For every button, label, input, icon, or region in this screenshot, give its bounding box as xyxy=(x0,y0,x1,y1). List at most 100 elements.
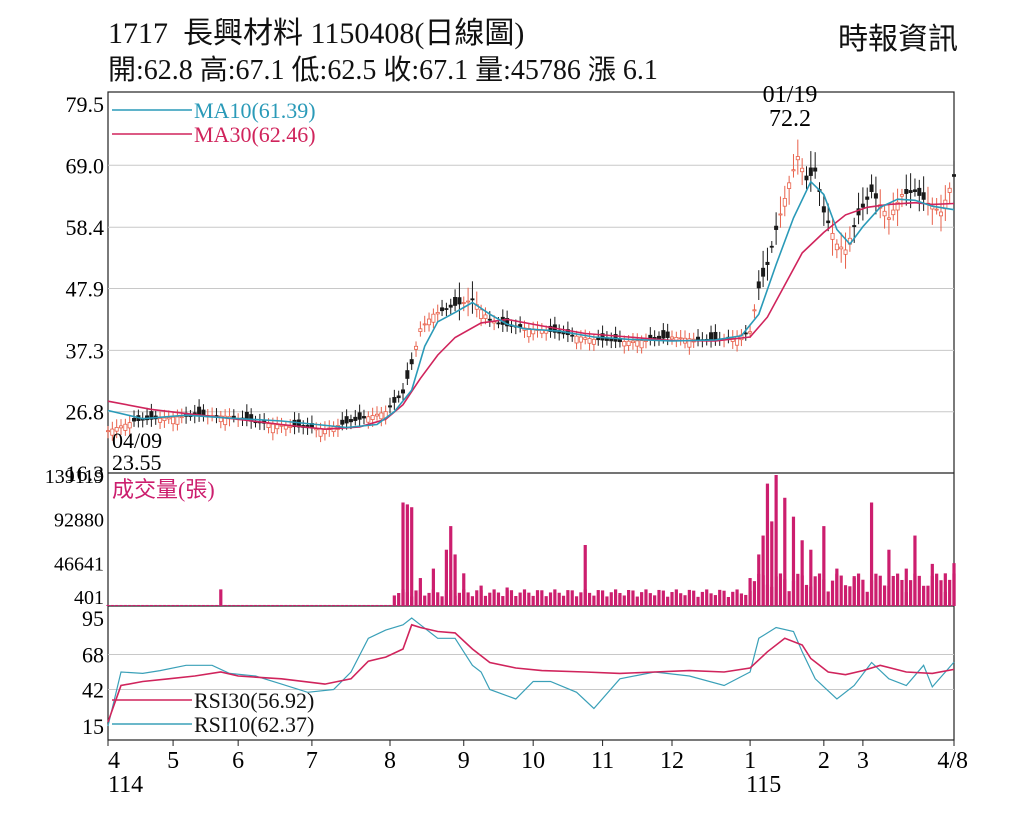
x-tick-label: 8 xyxy=(384,748,396,774)
volume-bar xyxy=(570,590,574,606)
candle-body xyxy=(574,335,579,344)
candle-body xyxy=(947,187,952,193)
candle-body xyxy=(904,189,909,194)
volume-bar xyxy=(262,604,266,606)
candle-body xyxy=(752,309,757,312)
volume-bar xyxy=(878,575,882,606)
volume-bar xyxy=(154,604,158,606)
candle-body xyxy=(453,297,458,306)
candle-body xyxy=(839,246,844,250)
candle-body xyxy=(392,397,397,403)
volume-bar xyxy=(926,585,930,606)
volume-bar xyxy=(353,604,357,606)
volume-bar xyxy=(761,535,765,606)
volume-bar xyxy=(418,578,422,606)
volume-bar xyxy=(670,592,674,606)
candle-body xyxy=(761,267,766,277)
volume-bar xyxy=(349,604,353,606)
volume-bar xyxy=(297,604,301,606)
volume-bar xyxy=(253,604,258,606)
volume-bar xyxy=(748,578,752,606)
candle-body xyxy=(622,341,627,347)
candle-body xyxy=(756,281,761,289)
x-tick-label: 4 xyxy=(108,748,120,774)
price-tick-label: 79.5 xyxy=(66,92,105,117)
candle-body xyxy=(461,302,466,304)
volume-bar xyxy=(882,585,887,606)
candle-body xyxy=(218,415,223,423)
volume-bar xyxy=(535,590,540,606)
volume-bar xyxy=(171,604,175,606)
volume-bar xyxy=(904,568,908,606)
volume-bar xyxy=(414,590,418,606)
volume-bar xyxy=(817,573,822,606)
candle-body xyxy=(353,416,358,421)
volume-bar xyxy=(249,604,253,606)
volume-bar xyxy=(427,592,431,606)
x-tick-label: 6 xyxy=(232,748,244,774)
candle-body xyxy=(934,208,939,211)
price-tick-label: 16.3 xyxy=(66,461,105,486)
volume-bar xyxy=(258,604,262,606)
candle-body xyxy=(470,298,475,301)
volume-bar xyxy=(583,544,587,606)
legend-label-rsi10: RSI10(62.37) xyxy=(194,712,314,737)
volume-bar xyxy=(757,554,761,606)
volume-bar xyxy=(475,590,479,606)
candle-body xyxy=(630,340,635,344)
volume-bar xyxy=(227,604,232,606)
volume-bar xyxy=(726,596,730,606)
candle-body xyxy=(912,189,917,192)
volume-bar xyxy=(887,549,891,606)
volume-bar xyxy=(479,585,483,606)
rsi-tick-label: 95 xyxy=(82,606,104,631)
candle-body xyxy=(171,416,176,425)
candle-body xyxy=(361,416,366,419)
volume-bar xyxy=(292,604,297,606)
volume-bar xyxy=(514,595,518,606)
volume-bar xyxy=(661,590,665,606)
volume-bar xyxy=(713,595,717,606)
volume-bar xyxy=(527,592,531,606)
candle-body xyxy=(882,210,887,217)
volume-bar xyxy=(679,593,683,606)
candle-body xyxy=(288,425,293,428)
candle-body xyxy=(496,322,501,325)
volume-bar xyxy=(405,504,409,606)
volume-bar xyxy=(705,589,709,606)
volume-bar xyxy=(366,604,370,606)
candle-body xyxy=(952,174,957,177)
candle-body xyxy=(318,428,323,437)
candle-body xyxy=(487,318,492,321)
low-date-label: 04/09 xyxy=(112,428,162,453)
volume-bar xyxy=(939,580,943,606)
price-tick-label: 47.9 xyxy=(66,277,105,302)
candle-body xyxy=(179,416,184,419)
rsi-tick-label: 68 xyxy=(82,642,104,667)
volume-tick-label: 401 xyxy=(74,587,104,609)
candle-body xyxy=(917,187,922,196)
candle-body xyxy=(431,313,436,323)
peak-value-label: 72.2 xyxy=(769,106,811,132)
candle-body xyxy=(748,331,753,334)
volume-bar xyxy=(896,573,900,606)
candle-body xyxy=(782,197,787,207)
volume-bar xyxy=(744,594,748,606)
volume-bar xyxy=(869,502,874,606)
volume-bar xyxy=(110,604,114,606)
volume-bar xyxy=(453,554,457,606)
candle-body xyxy=(396,395,401,399)
volume-bar xyxy=(709,593,713,606)
candle-body xyxy=(409,359,414,365)
volume-bar xyxy=(392,595,396,606)
candle-body xyxy=(570,334,575,337)
volume-bar xyxy=(561,595,566,606)
volume-bar xyxy=(436,592,440,606)
candle-body xyxy=(860,203,865,208)
volume-bar xyxy=(796,573,800,606)
candle-body xyxy=(670,336,675,340)
volume-bar xyxy=(540,590,544,606)
volume-bar xyxy=(739,593,744,606)
rsi-panel: 95 68 42 15 RSI30(56.92)RSI10(62.37) xyxy=(82,606,955,739)
candle-body xyxy=(427,318,432,326)
